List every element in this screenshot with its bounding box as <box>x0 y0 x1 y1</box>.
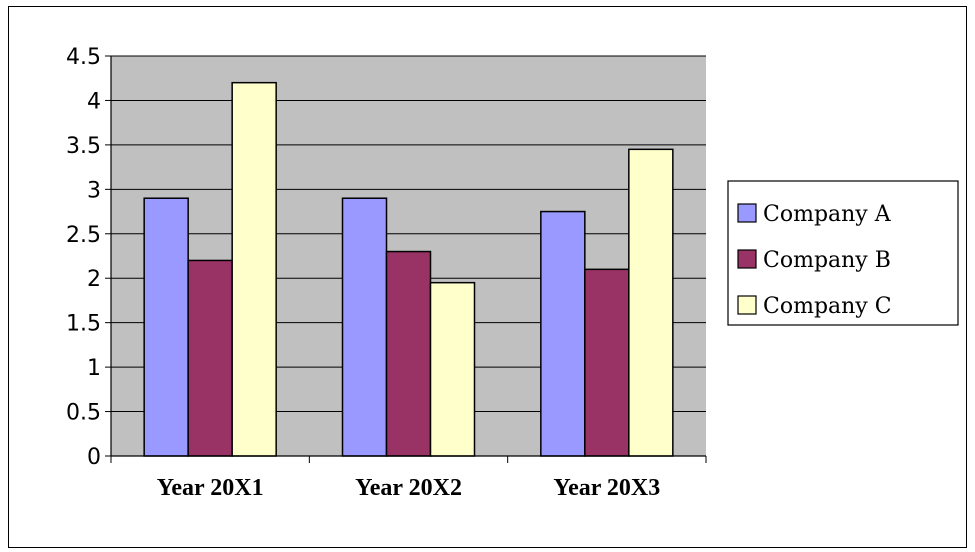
bar-company-c-3 <box>628 148 674 457</box>
bar-company-a-2 <box>341 197 388 457</box>
bar-company-b-1 <box>187 259 233 457</box>
bar-company-a-3 <box>540 210 586 457</box>
y-tick-label: 4 <box>87 89 101 114</box>
bar-company-a-1 <box>143 197 189 457</box>
bar-company-b-2 <box>385 250 432 457</box>
x-category-label: Year 20X2 <box>355 475 462 501</box>
x-category-label: Year 20X1 <box>157 475 264 501</box>
legend-box <box>727 180 959 326</box>
legend-label: Company C <box>763 294 892 319</box>
bar-company-c-1 <box>231 81 277 457</box>
y-tick-label: 3.5 <box>66 134 101 159</box>
legend-label: Company A <box>763 202 892 227</box>
chart-frame: 0 0.5 1 1.5 2 2.5 3 3.5 4 4.5 Year 20X1 Year 20X2 Ye… <box>8 6 967 548</box>
y-tick-label: 1.5 <box>66 312 101 337</box>
legend-swatch <box>737 295 757 315</box>
y-tick-label: 0.5 <box>66 401 101 426</box>
legend-swatch <box>737 203 757 223</box>
x-category-label: Year 20X3 <box>553 475 660 501</box>
y-tick-label: 3 <box>87 178 101 203</box>
y-tick-label: 2 <box>87 267 101 292</box>
y-tick-label: 0 <box>87 445 101 470</box>
legend-label: Company B <box>763 248 891 273</box>
bar-company-b-3 <box>584 268 630 457</box>
bar-company-c-2 <box>429 281 476 457</box>
y-tick-label: 2.5 <box>66 223 101 248</box>
y-tick-label: 1 <box>87 356 101 381</box>
y-tick-label: 4.5 <box>66 45 101 70</box>
bar-chart: 0 0.5 1 1.5 2 2.5 3 3.5 4 4.5 Year 20X1 Year 20X2 Ye… <box>66 45 959 501</box>
legend-swatch <box>737 249 757 269</box>
